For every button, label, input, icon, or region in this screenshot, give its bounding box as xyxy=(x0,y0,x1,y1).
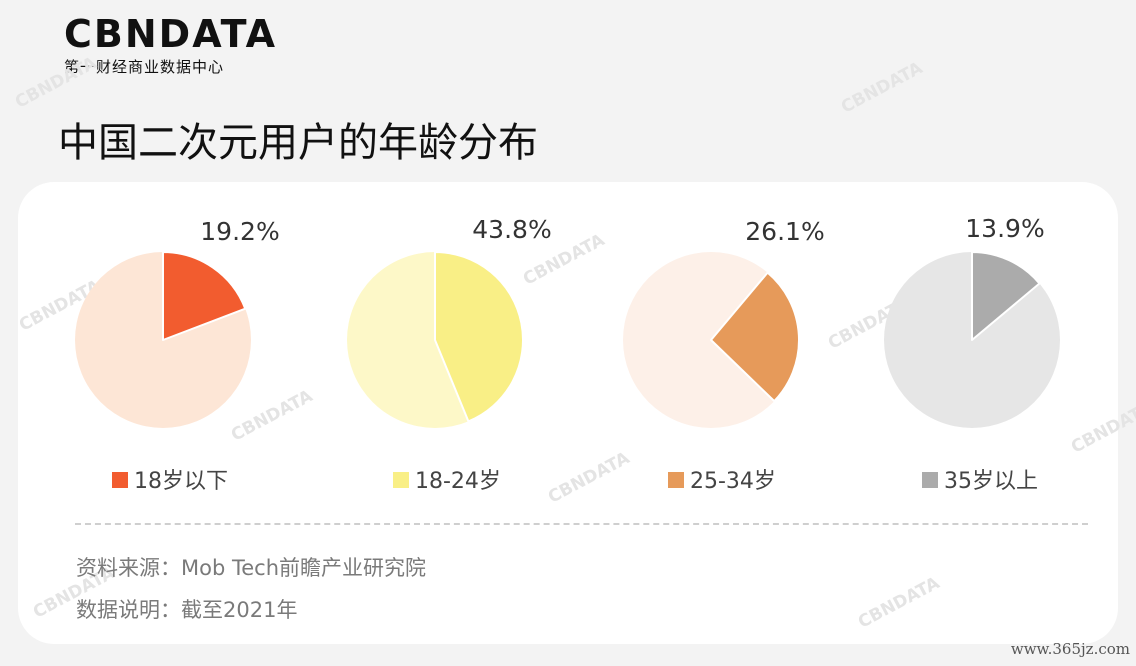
legend-swatch xyxy=(393,472,409,488)
pie-value-label: 19.2% xyxy=(200,217,279,246)
pie-slice xyxy=(971,251,1041,341)
legend-swatch xyxy=(922,472,938,488)
pie-value-label: 43.8% xyxy=(472,215,551,244)
pie-slice xyxy=(162,251,247,341)
data-note: 数据说明：截至2021年 xyxy=(76,598,298,622)
legend-swatch xyxy=(668,472,684,488)
page-title: 中国二次元用户的年龄分布 xyxy=(58,120,538,166)
legend-swatch xyxy=(112,472,128,488)
site-stamp: www.365jz.com xyxy=(1010,640,1130,658)
legend-label: 18-24岁 xyxy=(415,469,501,494)
cbndata-logo: CBNDATA 第一财经商业数据中心 xyxy=(64,14,277,77)
legend-label: 18岁以下 xyxy=(134,469,228,494)
footer-divider xyxy=(75,523,1088,525)
pie-value-label: 26.1% xyxy=(745,217,824,246)
pie-value-label: 13.9% xyxy=(965,214,1044,243)
source-note: 资料来源：Mob Tech前瞻产业研究院 xyxy=(76,556,427,580)
logo-subtitle: 第一财经商业数据中心 xyxy=(64,58,225,76)
pie-slice xyxy=(434,251,524,423)
legend-label: 35岁以上 xyxy=(944,469,1038,494)
legend-label: 25-34岁 xyxy=(690,469,776,494)
logo-mark: CBNDATA xyxy=(64,12,278,56)
pie-slice xyxy=(710,271,800,403)
